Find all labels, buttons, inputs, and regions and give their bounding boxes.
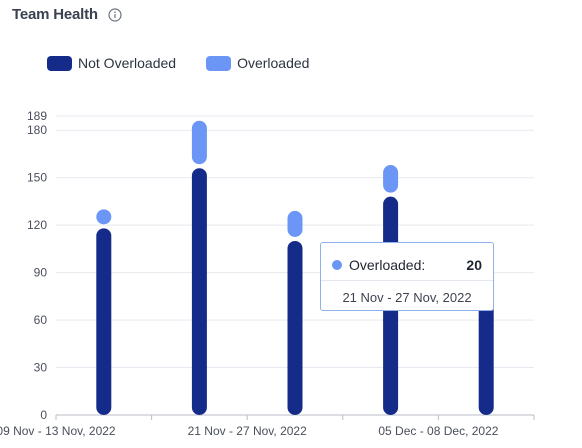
chart-tooltip: Overloaded: 20 21 Nov - 27 Nov, 2022 — [320, 242, 494, 311]
y-tick-label: 180 — [27, 123, 47, 137]
tooltip-row: Overloaded: 20 — [332, 257, 482, 273]
tooltip-value: 20 — [466, 257, 482, 273]
y-tick-label: 150 — [27, 171, 47, 185]
bar-not-overloaded[interactable] — [96, 228, 112, 415]
tooltip-series-label: Overloaded: — [349, 257, 426, 273]
bar-overloaded[interactable] — [383, 165, 399, 193]
bar-not-overloaded[interactable] — [287, 240, 303, 415]
bar-overloaded[interactable] — [191, 120, 207, 165]
legend-label-overloaded: Overloaded — [237, 55, 310, 71]
legend-swatch-overloaded — [206, 55, 232, 71]
y-tick-label: 30 — [34, 361, 48, 375]
chart-legend: Not Overloaded Overloaded — [47, 55, 309, 71]
x-tick-label: 21 Nov - 27 Nov, 2022 — [188, 424, 308, 438]
card-header: Team Health — [12, 6, 122, 23]
tooltip-series-dot — [332, 260, 342, 270]
bar-overloaded[interactable] — [287, 210, 303, 237]
y-tick-label: 120 — [27, 218, 47, 232]
chart-title: Team Health — [12, 6, 98, 23]
legend-label-not-overloaded: Not Overloaded — [78, 55, 177, 71]
legend-item-not-overloaded[interactable]: Not Overloaded — [47, 55, 176, 71]
legend-swatch-not-overloaded — [47, 55, 72, 71]
bar-not-overloaded[interactable] — [478, 296, 494, 415]
y-tick-label: 60 — [34, 313, 48, 327]
y-tick-label: 189 — [27, 109, 47, 123]
y-tick-label: 90 — [34, 266, 48, 280]
bar-not-overloaded[interactable] — [191, 168, 207, 415]
legend-item-overloaded[interactable]: Overloaded — [206, 55, 309, 71]
tooltip-date: 21 Nov - 27 Nov, 2022 — [342, 290, 472, 305]
info-icon[interactable] — [108, 7, 122, 22]
bar-overloaded[interactable] — [96, 209, 112, 225]
y-tick-label: 0 — [40, 408, 47, 422]
x-tick-label: 09 Nov - 13 Nov, 2022 — [0, 424, 116, 438]
x-tick-label: 05 Dec - 08 Dec, 2022 — [378, 424, 498, 438]
tooltip-divider — [321, 280, 493, 281]
